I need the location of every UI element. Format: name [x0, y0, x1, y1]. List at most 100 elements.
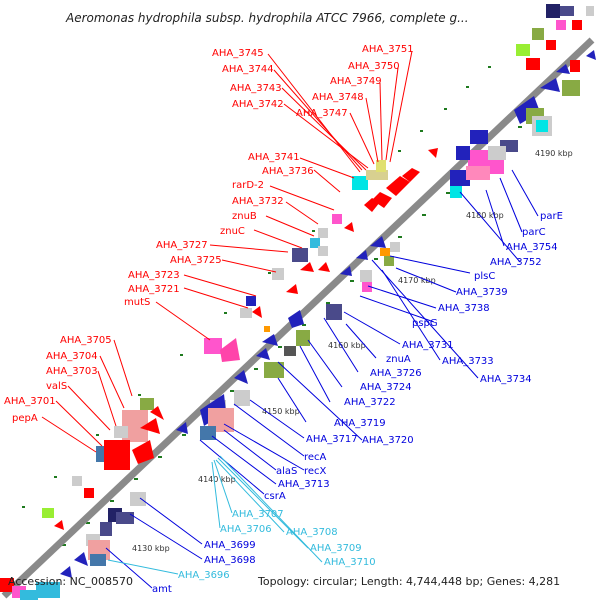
gene-label: AHA_3742 [232, 99, 284, 110]
gene-feature [428, 148, 438, 158]
tick-marks-inner [22, 66, 491, 508]
gene-label: amt [152, 584, 172, 595]
gene-feature [60, 566, 72, 578]
gene-labels-cyan: AHA_3707 AHA_3706 AHA_3708 AHA_3709 AHA_… [178, 509, 376, 581]
gene-feature [130, 492, 146, 506]
gene-feature [72, 476, 82, 486]
gene-label: AHA_3733 [442, 356, 494, 367]
scale-label: 4130 kbp [132, 544, 170, 553]
gene-feature [300, 262, 314, 272]
gene-label: AHA_3727 [156, 240, 208, 251]
gene-labels-red: AHA_3745 AHA_3744 AHA_3743 AHA_3742 AHA_… [4, 44, 414, 424]
gene-feature [200, 426, 216, 440]
gene-label: AHA_3752 [490, 257, 542, 268]
gene-feature [90, 554, 106, 566]
gene-feature [318, 228, 328, 238]
gene-feature [262, 334, 278, 346]
gene-label: AHA_3749 [330, 76, 382, 87]
gene-feature [140, 398, 154, 410]
gene-label: AHA_3705 [60, 335, 112, 346]
gene-label: parC [522, 227, 546, 238]
gene-label: znuC [220, 226, 245, 237]
gene-feature [84, 488, 94, 498]
forward-genes [0, 4, 594, 598]
gene-feature [310, 238, 320, 248]
gene-label: AHA_3744 [222, 64, 274, 75]
gene-feature [370, 236, 386, 248]
gene-label: AHA_3696 [178, 570, 230, 581]
gene-feature [140, 418, 160, 434]
gene-label: AHA_3734 [480, 374, 532, 385]
gene-feature [318, 246, 328, 256]
gene-label: pspG [412, 318, 438, 329]
gene-feature [586, 50, 596, 60]
gene-feature [526, 58, 540, 70]
gene-feature [540, 78, 560, 92]
gene-label: AHA_3750 [348, 61, 400, 72]
gene-feature [560, 6, 574, 16]
gene-label: AHA_3721 [128, 284, 180, 295]
gene-feature [288, 310, 304, 328]
gene-feature [318, 262, 330, 272]
gene-feature [74, 552, 88, 566]
gene-feature [234, 370, 248, 384]
gene-feature [264, 326, 270, 332]
gene-label: AHA_3754 [506, 242, 558, 253]
gene-label: AHA_3723 [128, 270, 180, 281]
gene-feature [176, 422, 188, 434]
gene-feature [356, 250, 368, 260]
gene-feature [234, 390, 250, 406]
gene-feature [384, 256, 394, 266]
gene-label: AHA_3720 [362, 435, 414, 446]
gene-label: valS [46, 381, 67, 392]
gene-label: AHA_3736 [262, 166, 314, 177]
gene-label: AHA_3745 [212, 48, 264, 59]
gene-feature [516, 44, 530, 56]
gene-feature [362, 282, 372, 292]
gene-feature [42, 508, 54, 518]
gene-label: AHA_3708 [286, 527, 338, 538]
gene-feature [466, 166, 490, 180]
gene-feature [586, 6, 594, 16]
gene-label: AHA_3743 [230, 83, 282, 94]
gene-feature [386, 176, 410, 196]
gene-feature [376, 160, 386, 172]
gene-feature [292, 248, 308, 262]
gene-label: AHA_3738 [438, 303, 490, 314]
gene-feature [132, 440, 154, 464]
scale-label: 4150 kbp [262, 407, 300, 416]
gene-feature [352, 176, 368, 190]
gene-feature [402, 168, 420, 182]
gene-feature [36, 582, 60, 598]
gene-feature [150, 406, 164, 420]
gene-feature [54, 520, 64, 530]
gene-feature [0, 578, 14, 592]
gene-feature [100, 522, 112, 536]
gene-label: AHA_3731 [402, 340, 454, 351]
gene-label: mutS [124, 297, 150, 308]
gene-feature [450, 170, 470, 186]
accession-text: Accession: NC_008570 [8, 575, 133, 588]
gene-label: recA [304, 452, 327, 463]
gene-feature [220, 338, 240, 362]
scale-labels: 4130 kbp 4140 kbp 4150 kbp 4160 kbp 4170… [132, 149, 573, 553]
gene-feature [536, 120, 548, 132]
gene-label: AHA_3722 [344, 397, 396, 408]
gene-feature [286, 284, 298, 294]
gene-feature [488, 146, 506, 160]
gene-feature [360, 270, 372, 282]
gene-label: AHA_3706 [220, 524, 272, 535]
gene-feature [532, 28, 544, 40]
genome-summary-text: Topology: circular; Length: 4,744,448 bp… [257, 575, 560, 588]
gene-feature [546, 4, 560, 18]
gene-label: znuA [386, 354, 411, 365]
gene-label: AHA_3726 [370, 368, 422, 379]
leader-lines-blue [105, 169, 539, 589]
gene-feature [264, 362, 284, 378]
gene-labels-blue: parE parC AHA_3754 AHA_3752 plsC AHA_373… [152, 211, 563, 595]
scale-label: 4160 kbp [328, 341, 366, 350]
gene-label: AHA_3719 [334, 418, 386, 429]
reverse-genes [20, 50, 596, 600]
gene-feature [470, 130, 488, 144]
gene-feature [252, 306, 262, 318]
